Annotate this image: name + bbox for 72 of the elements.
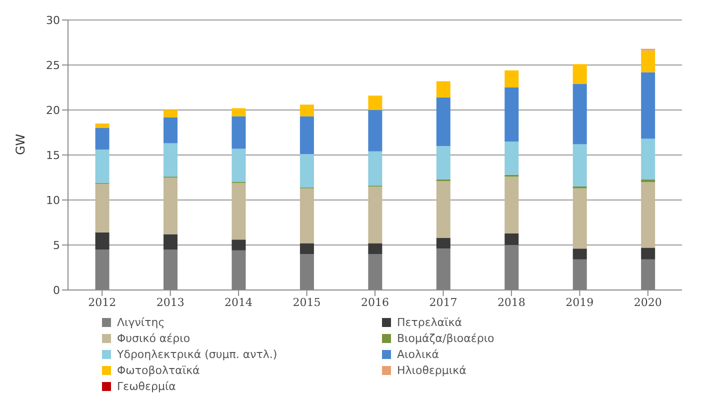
legend-label: Ηλιοθερμικά xyxy=(397,364,466,376)
bar xyxy=(300,116,314,154)
bar xyxy=(368,243,382,254)
y-tick-label: 15 xyxy=(46,148,60,162)
bar xyxy=(436,238,450,249)
bar xyxy=(368,96,382,110)
y-tick-label: 20 xyxy=(46,104,60,117)
bar xyxy=(436,81,450,98)
bar xyxy=(164,143,178,177)
bar xyxy=(504,233,519,245)
bar xyxy=(95,232,110,250)
y-tick-label: 0 xyxy=(53,284,60,297)
bar xyxy=(572,248,587,260)
bar xyxy=(95,128,110,150)
x-tick-label: 2015 xyxy=(292,296,321,309)
x-tick-label: 2013 xyxy=(156,296,184,309)
bar xyxy=(641,248,656,260)
bar xyxy=(95,150,110,183)
x-tick-label: 2019 xyxy=(566,296,594,309)
bar xyxy=(232,148,246,182)
x-tick-label: 2014 xyxy=(224,296,253,309)
legend-label: Φωτοβολταϊκά xyxy=(117,364,200,376)
x-tick-label: 2016 xyxy=(361,296,389,309)
x-tick-label: 2012 xyxy=(88,296,116,309)
legend-label: Φυσικό αέριο xyxy=(117,332,190,344)
bar xyxy=(436,146,450,180)
bar xyxy=(300,243,314,254)
y-tick-label: 30 xyxy=(46,14,60,27)
bar xyxy=(641,138,656,180)
bar xyxy=(641,72,656,139)
bar xyxy=(572,144,587,186)
bar xyxy=(232,116,246,149)
bar xyxy=(368,186,382,244)
bar xyxy=(436,181,450,238)
bar xyxy=(572,188,587,249)
bar xyxy=(95,184,110,232)
y-tick-label: 25 xyxy=(46,58,60,72)
bar xyxy=(504,70,519,88)
legend-label: Αιολικά xyxy=(397,348,439,360)
x-tick-label: 2020 xyxy=(634,296,662,309)
bar xyxy=(300,104,314,116)
bar xyxy=(95,124,110,128)
bar xyxy=(641,179,656,182)
bar xyxy=(436,97,450,146)
bar xyxy=(572,64,587,84)
bar xyxy=(641,50,656,72)
legend-label: Υδροηλεκτρικά (συμπ. αντλ.) xyxy=(117,348,278,360)
bar xyxy=(504,142,519,175)
bar xyxy=(572,84,587,144)
legend-label: Πετρελαϊκά xyxy=(397,316,462,328)
y-tick-label: 10 xyxy=(46,194,60,207)
bar xyxy=(641,182,656,248)
bar xyxy=(164,178,178,234)
bar xyxy=(368,110,382,152)
bar xyxy=(368,151,382,186)
x-tick-label: 2017 xyxy=(429,296,458,309)
legend-label: Βιομάζα/βιοαέριο xyxy=(397,332,494,344)
y-tick-label: 5 xyxy=(53,238,60,252)
bar xyxy=(164,117,178,144)
bar xyxy=(300,188,314,244)
bar xyxy=(164,234,178,250)
bar xyxy=(300,154,314,188)
legend-label: Γεωθερμία xyxy=(117,380,176,392)
bar xyxy=(232,108,246,116)
bar xyxy=(232,240,246,250)
legend-label: Λιγνίτης xyxy=(117,316,165,328)
y-axis-title: GW xyxy=(13,134,28,155)
bar xyxy=(232,182,246,240)
x-tick-label: 2018 xyxy=(497,296,526,309)
bar xyxy=(164,110,178,118)
bar xyxy=(504,176,519,234)
bar xyxy=(504,88,519,142)
